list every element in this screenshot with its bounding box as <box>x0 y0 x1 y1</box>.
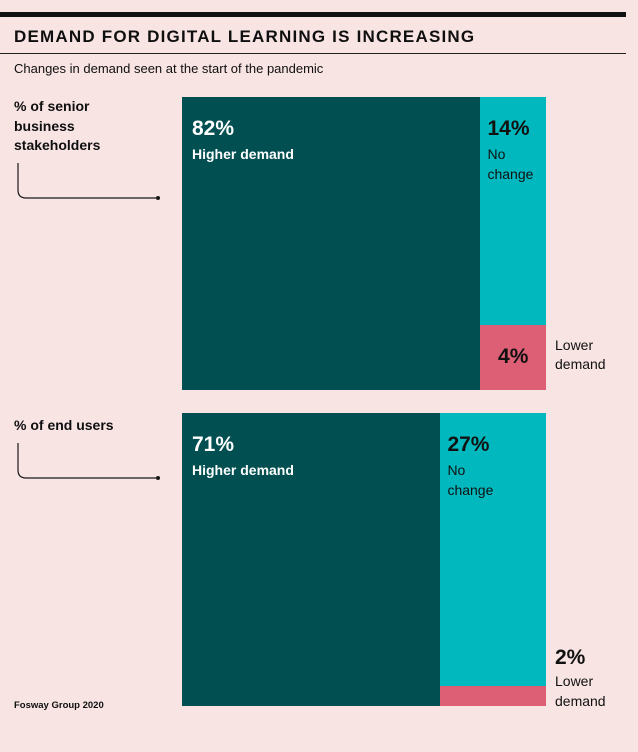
chart-subtitle: Changes in demand seen at the start of t… <box>14 61 324 76</box>
segment-value: 71% <box>192 433 235 456</box>
segment-label: Lower demand <box>555 673 606 709</box>
top-rule <box>0 12 626 17</box>
treemap-segment-higher: 82% Higher demand <box>182 97 481 390</box>
segment-value: 27% <box>447 433 490 456</box>
segment-label-group: 14% No change <box>487 117 533 184</box>
segment-label: No change <box>487 146 534 182</box>
segment-label-group: 82% Higher demand <box>192 117 294 165</box>
chart-title: DEMAND FOR DIGITAL LEARNING IS INCREASIN… <box>14 27 476 46</box>
group-label-senior-stakeholders: % of senior business stakeholders <box>14 98 101 153</box>
segment-label-group: 4% <box>480 345 546 369</box>
source-note: Fosway Group 2020 <box>14 700 104 711</box>
treemap-segment-lower: 4% <box>480 324 546 390</box>
treemap-segment-lower <box>440 685 546 706</box>
connector-line <box>17 443 160 480</box>
treemap-segment-higher: 71% Higher demand <box>182 413 441 706</box>
segment-label-group: 71% Higher demand <box>192 433 294 481</box>
outside-label: 2% Lower demand <box>555 646 606 711</box>
segment-label: Higher demand <box>192 146 294 162</box>
segment-value: 4% <box>498 345 529 369</box>
segment-label: Higher demand <box>192 462 294 478</box>
segment-value: 82% <box>192 117 235 140</box>
outside-label: Lower demand <box>555 336 606 375</box>
connector-line <box>17 163 160 200</box>
segment-label: Lower demand <box>555 336 606 373</box>
segment-value: 2% <box>555 646 586 669</box>
treemap-segment-no-change: 14% No change <box>480 97 546 325</box>
segment-label-group: 27% No change <box>447 433 493 500</box>
subtitle-rule <box>0 53 626 54</box>
segment-value: 14% <box>487 117 530 140</box>
treemap-segment-no-change: 27% No change <box>440 413 546 686</box>
group-label-end-users: % of end users <box>14 417 114 433</box>
treemap-senior-stakeholders: 82% Higher demand 14% No change 4% Lower demand <box>182 97 606 390</box>
segment-label: No change <box>447 462 494 498</box>
treemap-end-users: 71% Higher demand 27% No change 2% Lower demand <box>182 413 606 709</box>
